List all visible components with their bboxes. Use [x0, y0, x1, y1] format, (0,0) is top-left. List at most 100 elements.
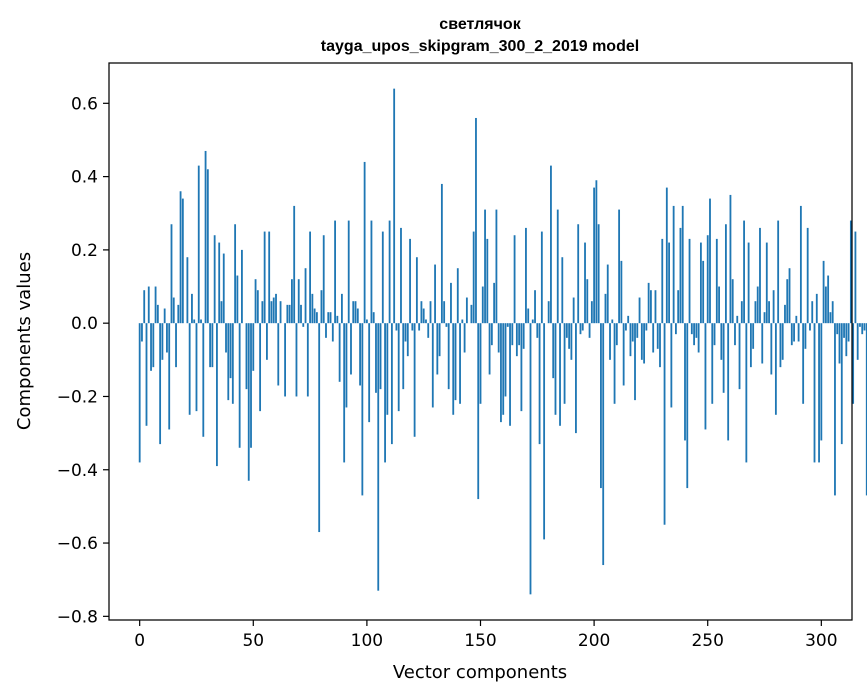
chart-title: светлячок [439, 16, 521, 33]
bar [743, 220, 745, 324]
bar [747, 242, 750, 324]
x-tick-label: 250 [691, 631, 723, 651]
bar [779, 323, 782, 368]
bar [588, 323, 591, 338]
x-tick-label: 100 [351, 631, 383, 651]
bar [293, 205, 296, 324]
bar [663, 323, 666, 525]
bar [734, 323, 736, 346]
bar [141, 323, 143, 342]
bar [852, 323, 855, 404]
bar [824, 286, 827, 324]
bar [229, 323, 232, 379]
bar [713, 323, 716, 346]
bar [770, 323, 773, 375]
bar [156, 304, 159, 324]
bar [729, 194, 732, 324]
bar [218, 242, 221, 324]
bar [495, 209, 498, 324]
bar [722, 323, 725, 393]
bar [461, 319, 464, 324]
bar [693, 323, 695, 346]
bar [547, 301, 550, 324]
bar [427, 323, 430, 338]
bar [529, 323, 532, 595]
bar [340, 293, 343, 324]
bar [818, 323, 820, 463]
bar [686, 323, 689, 489]
bar [266, 323, 268, 360]
bar [150, 323, 152, 371]
bar [425, 319, 427, 324]
bar [166, 323, 168, 353]
bar [636, 323, 639, 338]
bar [463, 323, 466, 353]
y-tick-label: 0.2 [71, 241, 98, 261]
bar [311, 293, 314, 324]
bar [386, 323, 389, 415]
bar [420, 301, 423, 324]
bar [422, 308, 425, 324]
bar [481, 286, 484, 324]
bar [531, 319, 534, 324]
bar [356, 308, 359, 324]
bar [163, 308, 166, 324]
y-axis-label: Components values [14, 252, 35, 430]
y-tick-label: 0.4 [71, 168, 98, 188]
bar [456, 268, 459, 324]
bar [690, 323, 693, 335]
bar [711, 323, 714, 404]
bar [709, 198, 711, 324]
bar [736, 315, 739, 324]
bar [731, 279, 734, 324]
bar [454, 323, 457, 401]
bar [431, 323, 434, 408]
bar [788, 268, 791, 324]
bar [681, 205, 684, 324]
bar [302, 323, 305, 327]
bar [613, 323, 616, 404]
bar [409, 238, 411, 324]
bar [672, 205, 675, 324]
x-tick-label: 200 [578, 631, 610, 651]
y-axis-ticks: −0.8 −0.6 −0.4 −0.2 0.0 0.2 0.4 0.6 [57, 94, 109, 627]
bar [393, 88, 396, 324]
plot-area-frame [108, 62, 853, 621]
bar [634, 323, 636, 401]
bar [147, 286, 150, 324]
bar [365, 319, 368, 324]
bar [538, 323, 541, 445]
bar [652, 323, 655, 353]
bar [222, 253, 225, 324]
bar [600, 323, 602, 489]
bar [327, 312, 330, 324]
bar [840, 323, 843, 445]
bar [677, 290, 680, 324]
bar [650, 290, 652, 324]
bar [540, 231, 543, 324]
bar [784, 304, 786, 324]
bar [331, 323, 334, 342]
bar [568, 323, 571, 349]
bar [659, 323, 661, 368]
bar [668, 242, 670, 324]
bar [504, 323, 507, 397]
bar [704, 323, 707, 430]
x-axis-label: Vector components [393, 662, 567, 683]
bar [359, 323, 361, 386]
bar [727, 323, 730, 441]
x-tick-label: 300 [805, 631, 837, 651]
bar [479, 323, 482, 404]
bar [806, 227, 809, 324]
bar [297, 279, 300, 324]
bar [227, 323, 230, 401]
bar [536, 323, 539, 338]
bar [191, 293, 193, 324]
bar [304, 268, 307, 324]
bar [288, 304, 291, 324]
bar [225, 323, 227, 353]
bar [843, 323, 845, 338]
bar [618, 209, 621, 324]
bar [799, 205, 802, 324]
bar [679, 227, 682, 324]
